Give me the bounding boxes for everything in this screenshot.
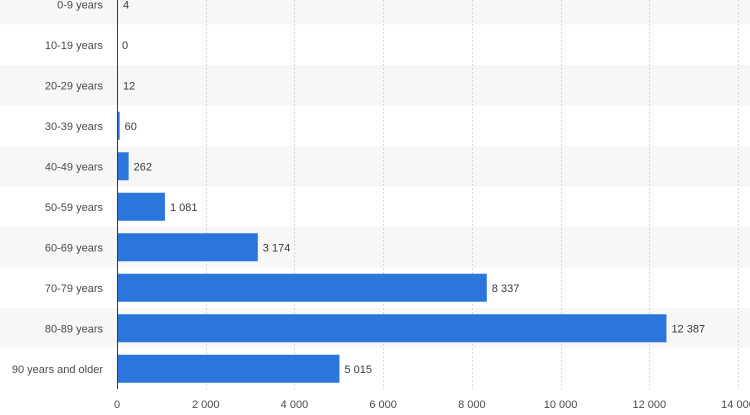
- x-tick-label: 6 000: [369, 399, 397, 410]
- x-tick-label: 8 000: [458, 399, 486, 410]
- bar: [117, 273, 487, 302]
- row-band: [0, 65, 750, 106]
- category-label: 30-39 years: [45, 121, 104, 133]
- row-band: [0, 24, 750, 65]
- x-tick-label: 10 000: [544, 399, 578, 410]
- data-label: 3 174: [263, 242, 291, 254]
- bar: [117, 111, 120, 140]
- category-label: 80-89 years: [45, 323, 104, 335]
- category-label: 0-9 years: [57, 0, 103, 11]
- data-label: 262: [134, 161, 152, 173]
- bar: [117, 152, 129, 181]
- data-label: 60: [125, 121, 137, 133]
- data-label: 1 081: [170, 202, 198, 214]
- data-labels: 4 0 12 60 262 1 081 3 174 8 337 12 387 5 015: [122, 0, 705, 376]
- x-tick-labels: 0 2 000 4 000 6 000 8 000 10 000 12 000 14 000: [114, 399, 750, 411]
- row-band: [0, 186, 750, 227]
- category-label: 20-29 years: [45, 80, 104, 92]
- data-label: 12: [123, 80, 135, 92]
- category-labels: 0-9 years 10-19 years 20-29 years 30-39 yea…: [12, 0, 104, 376]
- row-band: [0, 0, 750, 25]
- category-label: 60-69 years: [45, 242, 104, 254]
- data-label: 0: [122, 40, 128, 52]
- data-label: 12 387: [671, 323, 705, 335]
- data-label: 8 337: [492, 283, 520, 295]
- data-label: 5 015: [344, 364, 372, 376]
- bar: [117, 314, 667, 343]
- category-label: 40-49 years: [45, 161, 104, 173]
- x-tick-label: 4 000: [281, 399, 309, 410]
- x-tick-label: 0: [114, 399, 120, 410]
- row-band: [0, 146, 750, 187]
- bars: [117, 0, 667, 383]
- category-label: 10-19 years: [45, 40, 104, 52]
- row-band: [0, 348, 750, 389]
- x-tick-label: 14 000: [721, 399, 750, 410]
- bar: [117, 354, 340, 383]
- category-label: 50-59 years: [45, 202, 104, 214]
- bar: [117, 192, 165, 221]
- category-label: 70-79 years: [45, 283, 104, 295]
- category-label: 90 years and older: [12, 364, 103, 376]
- row-band: [0, 227, 750, 268]
- x-tick-label: 2 000: [192, 399, 220, 410]
- data-label: 4: [123, 0, 129, 11]
- row-band: [0, 105, 750, 146]
- bar: [117, 233, 258, 262]
- x-tick-label: 12 000: [632, 399, 666, 410]
